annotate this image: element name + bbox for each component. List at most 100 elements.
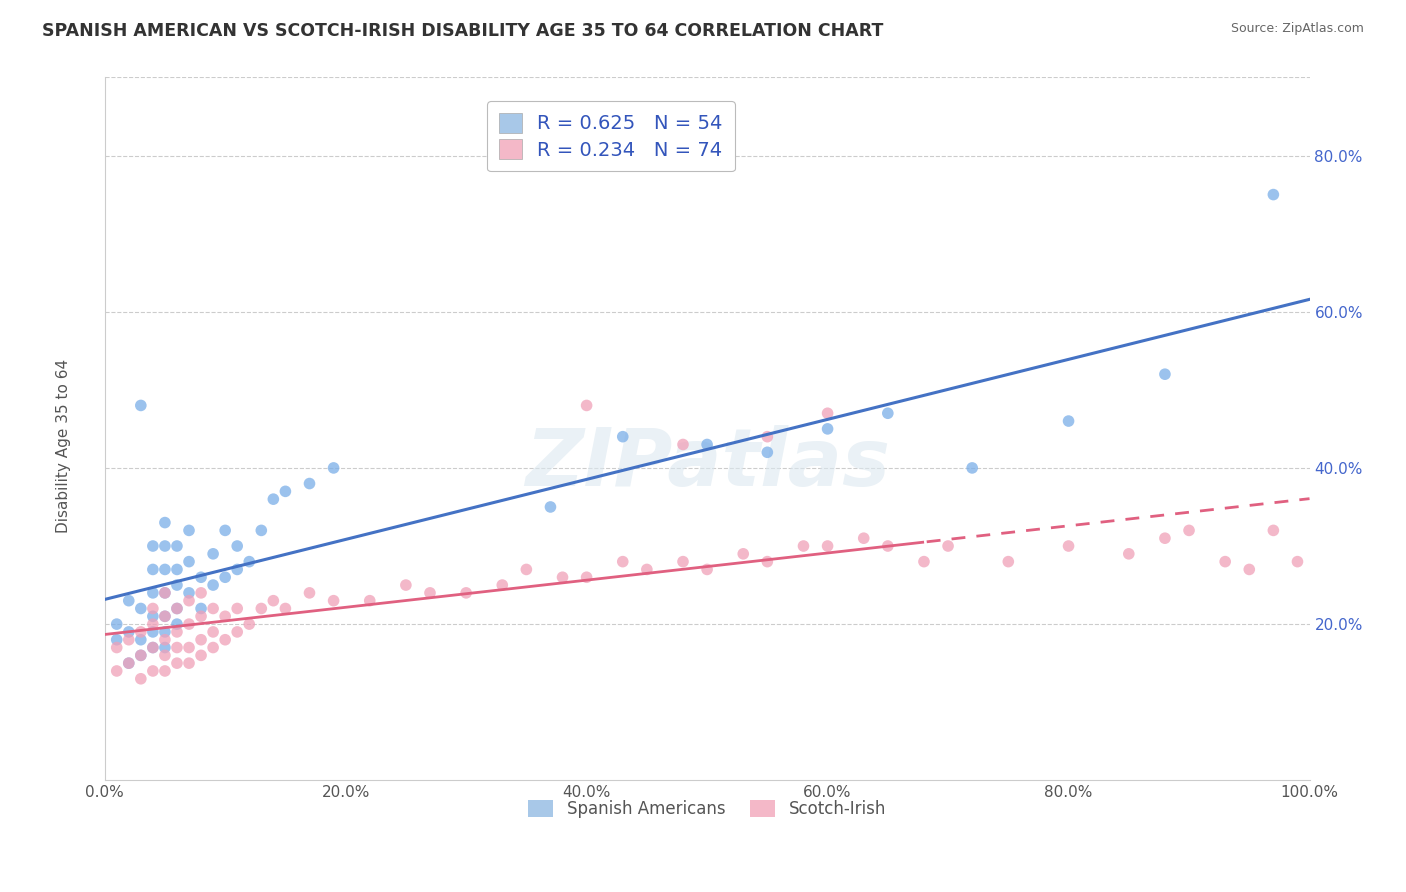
Point (1263, 187, 1285, 202)
Point (153, 586, 176, 600)
Point (142, 617, 165, 632)
Point (1178, 524, 1201, 538)
Point (142, 539, 165, 553)
Point (153, 586, 176, 600)
Point (250, 601, 273, 615)
Point (1213, 555, 1236, 569)
Point (105, 664, 128, 678)
Point (756, 430, 779, 444)
Point (142, 640, 165, 655)
Point (817, 539, 839, 553)
Point (960, 461, 983, 475)
Point (322, 461, 344, 475)
Point (817, 406, 839, 420)
Point (672, 555, 695, 569)
Point (214, 524, 236, 538)
Text: ZIPatlas: ZIPatlas (524, 425, 890, 503)
Point (756, 445, 779, 459)
Point (202, 640, 225, 655)
Point (1057, 414, 1080, 428)
Point (672, 437, 695, 451)
Point (105, 632, 128, 647)
Point (1239, 562, 1261, 576)
Point (912, 555, 935, 569)
Point (153, 539, 176, 553)
Point (456, 586, 478, 600)
Point (177, 640, 200, 655)
Point (129, 632, 152, 647)
Point (274, 601, 297, 615)
Point (540, 500, 562, 514)
Point (153, 516, 176, 530)
Point (118, 656, 141, 670)
Point (298, 586, 321, 600)
Point (177, 656, 200, 670)
Point (142, 586, 165, 600)
Point (575, 570, 598, 584)
Point (166, 539, 188, 553)
Point (166, 562, 188, 576)
Point (166, 601, 188, 615)
Point (202, 547, 225, 561)
Point (190, 601, 212, 615)
Point (153, 648, 176, 663)
Point (936, 539, 959, 553)
Legend: Spanish Americans, Scotch-Irish: Spanish Americans, Scotch-Irish (522, 793, 893, 825)
Point (202, 624, 225, 639)
Point (876, 539, 898, 553)
Point (142, 562, 165, 576)
Point (250, 524, 273, 538)
Point (852, 531, 875, 545)
Point (129, 399, 152, 413)
Point (118, 656, 141, 670)
Point (166, 624, 188, 639)
Point (153, 664, 176, 678)
Point (142, 624, 165, 639)
Point (153, 562, 176, 576)
Point (214, 570, 236, 584)
Point (177, 524, 200, 538)
Point (105, 617, 128, 632)
Point (997, 555, 1019, 569)
Point (876, 406, 898, 420)
Point (129, 672, 152, 686)
Point (129, 648, 152, 663)
Point (612, 430, 634, 444)
Point (129, 624, 152, 639)
Point (118, 593, 141, 607)
Point (792, 539, 814, 553)
Point (1154, 531, 1177, 545)
Point (636, 562, 658, 576)
Point (214, 632, 236, 647)
Point (153, 640, 176, 655)
Point (153, 624, 176, 639)
Point (177, 593, 200, 607)
Point (190, 570, 212, 584)
Point (551, 570, 574, 584)
Point (153, 609, 176, 624)
Point (226, 539, 249, 553)
Point (129, 648, 152, 663)
Point (166, 617, 188, 632)
Point (575, 399, 598, 413)
Point (1154, 368, 1177, 382)
Text: Disability Age 35 to 64: Disability Age 35 to 64 (56, 359, 70, 533)
Point (491, 578, 513, 592)
Point (177, 586, 200, 600)
Point (129, 601, 152, 615)
Point (1286, 555, 1309, 569)
Point (118, 624, 141, 639)
Point (190, 609, 212, 624)
Point (238, 555, 260, 569)
Point (142, 609, 165, 624)
Point (142, 601, 165, 615)
Point (274, 484, 297, 499)
Point (1057, 539, 1080, 553)
Point (226, 601, 249, 615)
Point (515, 562, 537, 576)
Point (226, 624, 249, 639)
Point (166, 640, 188, 655)
Point (190, 586, 212, 600)
Point (153, 609, 176, 624)
Point (214, 609, 236, 624)
